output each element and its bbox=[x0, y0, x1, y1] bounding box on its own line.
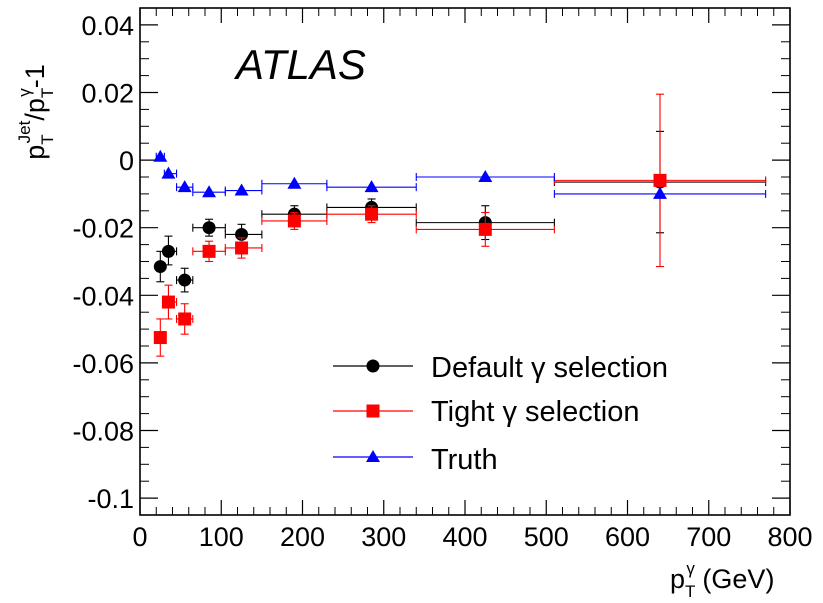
data-point bbox=[653, 186, 667, 199]
y-tick-label: 0 bbox=[119, 146, 134, 176]
y-axis-title-sup1: Jet bbox=[15, 120, 34, 143]
y-tick-label: -0.04 bbox=[72, 281, 134, 311]
data-point bbox=[202, 185, 217, 198]
legend-label-tight: Tight γ selection bbox=[431, 396, 639, 428]
y-tick-label: -0.08 bbox=[72, 417, 134, 447]
legend-marker-truth bbox=[366, 450, 380, 462]
series-1 bbox=[153, 93, 767, 357]
data-point bbox=[287, 176, 302, 189]
data-point bbox=[153, 149, 168, 162]
x-tick-label: 600 bbox=[605, 522, 650, 552]
y-axis-title-slash: /p bbox=[20, 98, 50, 121]
data-point bbox=[478, 222, 492, 236]
y-tick-label: -0.1 bbox=[87, 484, 134, 514]
y-tick-label: -0.02 bbox=[72, 214, 134, 244]
y-axis-title-sub1: T bbox=[38, 134, 57, 144]
data-point bbox=[287, 214, 301, 228]
legend-label-truth: Truth bbox=[431, 444, 498, 476]
data-point bbox=[235, 241, 249, 255]
x-tick-label: 700 bbox=[686, 522, 731, 552]
x-axis-title-sub: T bbox=[685, 582, 695, 601]
data-point bbox=[153, 331, 167, 345]
x-tick-label: 500 bbox=[524, 522, 569, 552]
y-tick-label: 0.02 bbox=[81, 79, 134, 109]
x-axis-title-sup: γ bbox=[686, 559, 695, 578]
x-tick-label: 300 bbox=[361, 522, 406, 552]
data-point bbox=[364, 180, 379, 193]
axis-ticks bbox=[139, 7, 791, 516]
x-tick-label: 0 bbox=[132, 522, 147, 552]
data-point bbox=[161, 295, 175, 309]
series-0 bbox=[153, 130, 767, 293]
data-point bbox=[153, 260, 167, 274]
data-point bbox=[202, 244, 216, 258]
legend-entry-tight: Tight γ selection bbox=[333, 396, 639, 428]
legend-entry-truth: Truth bbox=[333, 444, 498, 476]
series-2 bbox=[153, 149, 767, 199]
legend-label-default: Default γ selection bbox=[431, 352, 668, 384]
experiment-label: ATLAS bbox=[233, 41, 366, 88]
y-axis-title-sub2: T bbox=[38, 88, 57, 98]
y-tick-label: -0.06 bbox=[72, 349, 134, 379]
data-point bbox=[178, 273, 192, 287]
data-point bbox=[177, 180, 192, 193]
x-axis-title-unit: (GeV) bbox=[695, 564, 775, 594]
data-point bbox=[202, 221, 216, 235]
data-point bbox=[161, 244, 175, 258]
x-tick-label: 800 bbox=[767, 522, 812, 552]
series-layer bbox=[153, 93, 767, 357]
legend-marker-tight bbox=[366, 404, 380, 418]
x-axis-title: pTγ (GeV) bbox=[670, 559, 774, 601]
y-axis-title: pTJet/pTγ-1 bbox=[15, 64, 57, 160]
x-axis-title-main: p bbox=[670, 564, 685, 594]
y-axis-title-sup2: γ bbox=[15, 88, 34, 97]
x-tick-label: 400 bbox=[442, 522, 487, 552]
legend-entry-default: Default γ selection bbox=[333, 352, 668, 384]
data-point bbox=[365, 207, 379, 221]
legend-marker-default bbox=[366, 359, 380, 373]
x-tick-label: 200 bbox=[280, 522, 325, 552]
y-axis-title-tail: -1 bbox=[20, 64, 50, 88]
tick-labels: 0 100 200 300 400 500 600 700 800 -0.1 -0.08 -0.06 -… bbox=[72, 11, 812, 552]
y-axis-title-p1: p bbox=[20, 145, 50, 160]
data-point bbox=[161, 166, 176, 179]
data-point bbox=[478, 170, 493, 182]
data-point bbox=[178, 312, 192, 326]
y-tick-label: 0.04 bbox=[81, 11, 134, 41]
legend: Default γ selection Tight γ selection Tr… bbox=[333, 352, 668, 476]
x-tick-label: 100 bbox=[199, 522, 244, 552]
data-point bbox=[653, 173, 667, 187]
data-point bbox=[234, 183, 249, 196]
